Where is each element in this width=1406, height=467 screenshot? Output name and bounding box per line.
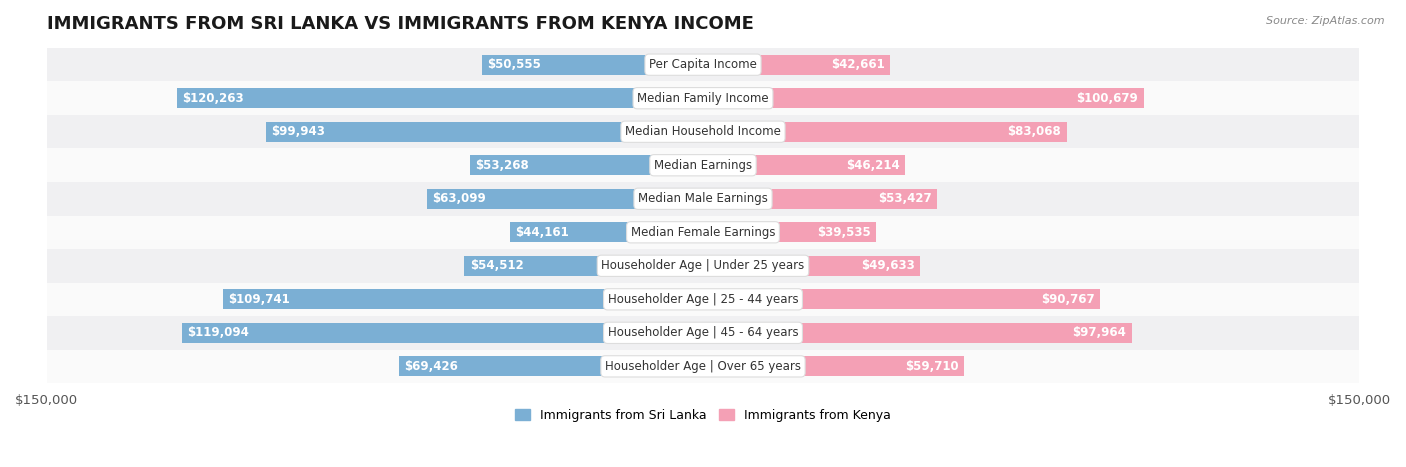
- Bar: [703, 256, 920, 276]
- Bar: [46, 316, 1360, 350]
- Bar: [46, 350, 1360, 383]
- Text: $97,964: $97,964: [1073, 326, 1126, 340]
- Bar: [46, 81, 1360, 115]
- Text: Per Capita Income: Per Capita Income: [650, 58, 756, 71]
- Text: IMMIGRANTS FROM SRI LANKA VS IMMIGRANTS FROM KENYA INCOME: IMMIGRANTS FROM SRI LANKA VS IMMIGRANTS …: [46, 15, 754, 33]
- Text: $49,633: $49,633: [862, 259, 915, 272]
- Text: $69,426: $69,426: [405, 360, 458, 373]
- Text: Median Family Income: Median Family Income: [637, 92, 769, 105]
- Bar: [222, 289, 703, 309]
- Bar: [703, 356, 965, 376]
- Bar: [46, 182, 1360, 216]
- Text: $53,427: $53,427: [877, 192, 932, 205]
- Bar: [703, 189, 936, 209]
- Text: $109,741: $109,741: [228, 293, 290, 306]
- Bar: [703, 155, 905, 175]
- Text: $83,068: $83,068: [1008, 125, 1062, 138]
- Bar: [46, 283, 1360, 316]
- Bar: [399, 356, 703, 376]
- Text: $59,710: $59,710: [905, 360, 959, 373]
- Bar: [181, 323, 703, 343]
- Text: $50,555: $50,555: [486, 58, 541, 71]
- Text: Householder Age | Under 25 years: Householder Age | Under 25 years: [602, 259, 804, 272]
- Text: Householder Age | 45 - 64 years: Householder Age | 45 - 64 years: [607, 326, 799, 340]
- Legend: Immigrants from Sri Lanka, Immigrants from Kenya: Immigrants from Sri Lanka, Immigrants fr…: [510, 404, 896, 427]
- Text: Median Household Income: Median Household Income: [626, 125, 780, 138]
- Text: $53,268: $53,268: [475, 159, 529, 172]
- Bar: [703, 88, 1143, 108]
- Bar: [510, 222, 703, 242]
- Bar: [266, 122, 703, 142]
- Bar: [177, 88, 703, 108]
- Bar: [46, 48, 1360, 81]
- Text: $99,943: $99,943: [271, 125, 325, 138]
- Text: $100,679: $100,679: [1077, 92, 1139, 105]
- Text: Median Male Earnings: Median Male Earnings: [638, 192, 768, 205]
- Text: Source: ZipAtlas.com: Source: ZipAtlas.com: [1267, 16, 1385, 26]
- Bar: [703, 222, 876, 242]
- Bar: [470, 155, 703, 175]
- Text: $120,263: $120,263: [181, 92, 243, 105]
- Text: $46,214: $46,214: [846, 159, 900, 172]
- Bar: [46, 216, 1360, 249]
- Text: $90,767: $90,767: [1042, 293, 1095, 306]
- Bar: [703, 323, 1132, 343]
- Bar: [703, 55, 890, 75]
- Text: $54,512: $54,512: [470, 259, 523, 272]
- Text: $119,094: $119,094: [187, 326, 249, 340]
- Bar: [464, 256, 703, 276]
- Text: $39,535: $39,535: [817, 226, 870, 239]
- Bar: [482, 55, 703, 75]
- Bar: [427, 189, 703, 209]
- Bar: [46, 149, 1360, 182]
- Text: Householder Age | 25 - 44 years: Householder Age | 25 - 44 years: [607, 293, 799, 306]
- Bar: [46, 115, 1360, 149]
- Bar: [46, 249, 1360, 283]
- Text: Median Earnings: Median Earnings: [654, 159, 752, 172]
- Text: $44,161: $44,161: [515, 226, 569, 239]
- Text: Median Female Earnings: Median Female Earnings: [631, 226, 775, 239]
- Text: $63,099: $63,099: [432, 192, 486, 205]
- Text: $42,661: $42,661: [831, 58, 884, 71]
- Bar: [703, 289, 1101, 309]
- Bar: [703, 122, 1067, 142]
- Text: Householder Age | Over 65 years: Householder Age | Over 65 years: [605, 360, 801, 373]
